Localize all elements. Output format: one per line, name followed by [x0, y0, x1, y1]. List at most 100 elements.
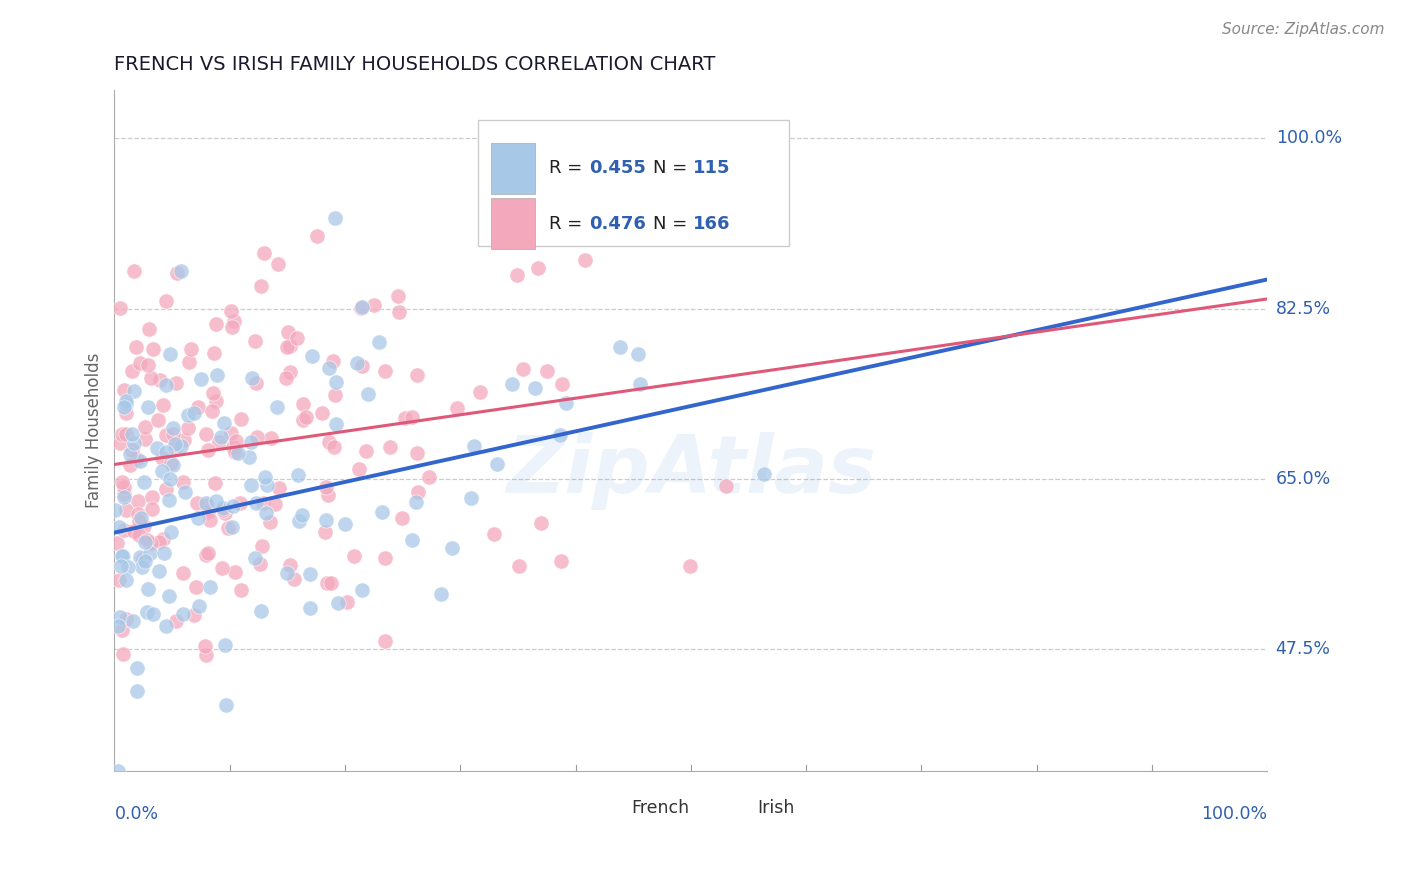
- Point: [530, 516, 553, 530]
- Point: [346, 356, 368, 370]
- Point: [679, 559, 702, 574]
- Point: [354, 443, 377, 458]
- Point: [347, 462, 370, 476]
- Point: [224, 565, 246, 579]
- Point: [202, 386, 225, 401]
- Point: [198, 513, 221, 527]
- Point: [194, 639, 217, 653]
- Text: FRENCH VS IRISH FAMILY HOUSEHOLDS CORRELATION CHART: FRENCH VS IRISH FAMILY HOUSEHOLDS CORREL…: [114, 55, 716, 74]
- Text: 0.455: 0.455: [589, 159, 647, 178]
- Point: [527, 261, 550, 276]
- Point: [122, 384, 145, 399]
- Point: [291, 412, 314, 426]
- Point: [406, 446, 429, 460]
- Point: [628, 376, 651, 391]
- Point: [249, 557, 271, 571]
- Point: [406, 368, 429, 383]
- Point: [574, 252, 596, 267]
- Point: [141, 371, 163, 385]
- Point: [166, 266, 188, 280]
- Point: [323, 387, 346, 401]
- Point: [267, 481, 290, 495]
- Point: [418, 470, 440, 484]
- Text: N =: N =: [652, 215, 693, 233]
- Point: [267, 257, 290, 271]
- Point: [323, 211, 346, 225]
- Point: [246, 430, 269, 444]
- Point: [260, 431, 283, 445]
- Point: [180, 342, 202, 356]
- Point: [188, 599, 211, 613]
- Point: [259, 515, 281, 529]
- Point: [195, 648, 218, 663]
- Text: ZipAtlas: ZipAtlas: [506, 433, 876, 510]
- Point: [142, 342, 165, 356]
- Point: [194, 549, 217, 563]
- Point: [211, 501, 233, 516]
- Point: [157, 492, 180, 507]
- Point: [226, 446, 249, 460]
- Point: [135, 533, 157, 548]
- Point: [155, 427, 177, 442]
- Point: [318, 360, 340, 375]
- Point: [253, 470, 276, 484]
- Text: Irish: Irish: [758, 799, 796, 817]
- Point: [108, 520, 131, 534]
- Point: [211, 560, 233, 574]
- Point: [406, 485, 429, 500]
- Point: [222, 440, 245, 454]
- Point: [238, 450, 260, 464]
- Point: [170, 440, 193, 454]
- Point: [112, 383, 135, 397]
- Point: [367, 334, 389, 349]
- Point: [548, 428, 571, 442]
- Point: [295, 409, 318, 424]
- Point: [115, 427, 138, 442]
- Point: [141, 490, 163, 504]
- Point: [229, 496, 252, 510]
- Point: [110, 549, 132, 564]
- Point: [129, 356, 152, 370]
- Point: [245, 376, 267, 391]
- Point: [125, 451, 148, 466]
- Point: [266, 400, 288, 414]
- Point: [215, 698, 238, 712]
- Point: [288, 514, 311, 528]
- Point: [609, 340, 631, 354]
- Point: [204, 475, 226, 490]
- Point: [127, 493, 149, 508]
- Point: [136, 605, 159, 619]
- Point: [391, 511, 413, 525]
- Point: [287, 468, 309, 483]
- Point: [187, 400, 209, 414]
- Point: [214, 506, 236, 520]
- Point: [264, 497, 287, 511]
- Point: [440, 541, 463, 555]
- Point: [501, 376, 523, 391]
- Point: [134, 420, 156, 434]
- Point: [205, 318, 228, 332]
- Point: [177, 421, 200, 435]
- Point: [254, 506, 277, 520]
- Point: [112, 480, 135, 494]
- Point: [224, 314, 246, 328]
- Point: [299, 601, 322, 615]
- Point: [139, 546, 162, 560]
- Point: [139, 536, 162, 550]
- Point: [183, 406, 205, 420]
- Point: [627, 347, 650, 361]
- Point: [256, 478, 278, 492]
- Point: [114, 491, 136, 505]
- Point: [173, 485, 195, 500]
- Point: [172, 475, 194, 489]
- Point: [152, 533, 174, 547]
- Point: [278, 339, 301, 353]
- Point: [125, 683, 148, 698]
- Point: [245, 496, 267, 510]
- Text: R =: R =: [550, 159, 588, 178]
- Point: [470, 384, 492, 399]
- Point: [122, 264, 145, 278]
- Point: [184, 580, 207, 594]
- Point: [316, 576, 339, 591]
- Point: [108, 610, 131, 624]
